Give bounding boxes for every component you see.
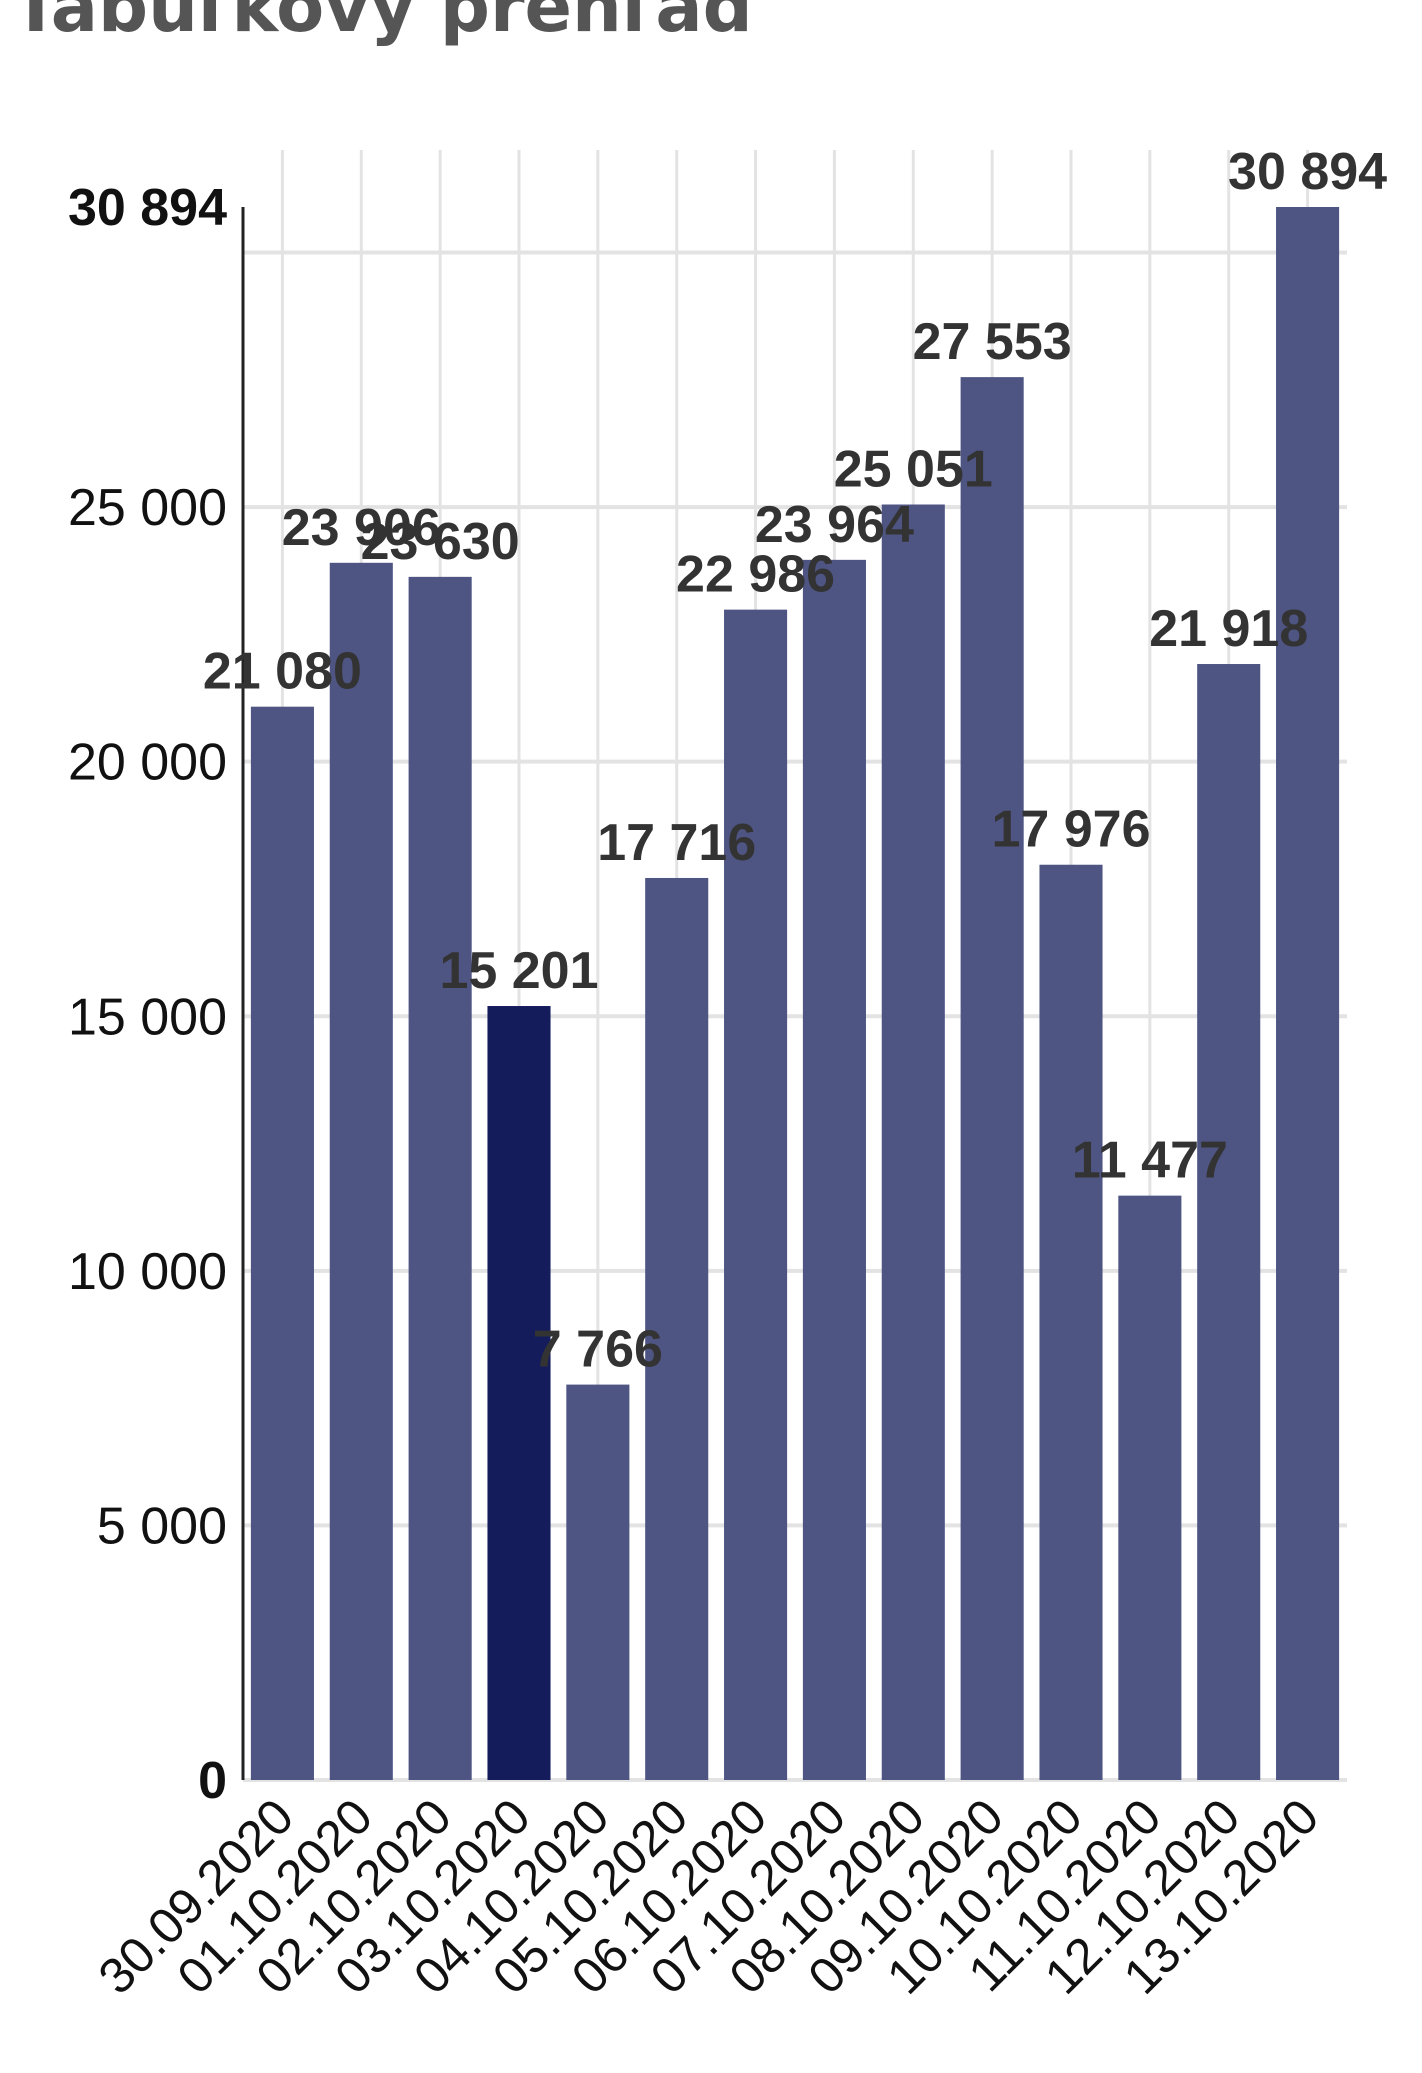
data-label: 23 906: [282, 499, 441, 557]
data-label: 30 894: [1228, 143, 1387, 201]
data-label: 7 766: [533, 1321, 663, 1379]
bar-08.10.2020[interactable]: [881, 504, 945, 1780]
y-tick-label: 15 000: [68, 988, 227, 1046]
y-tick-labels: 0 5 000 10 000 15 000 20 000 25 000 30 894: [68, 179, 227, 1810]
y-tick-label: 30 894: [68, 179, 227, 237]
y-tick-label: 5 000: [97, 1497, 227, 1555]
data-label: 23 630: [361, 513, 520, 571]
data-label: 27 553: [913, 313, 1072, 371]
bar-10.10.2020[interactable]: [1039, 864, 1103, 1780]
x-tick-labels: 30.09.202001.10.202002.10.202003.10.2020…: [88, 1788, 1330, 2005]
y-tick-label: 10 000: [68, 1243, 227, 1301]
bar-07.10.2020[interactable]: [802, 559, 866, 1780]
bar-09.10.2020[interactable]: [960, 377, 1024, 1780]
bar-04.10.2020[interactable]: [566, 1384, 630, 1780]
data-label: 22 986: [676, 546, 835, 604]
bar-05.10.2020[interactable]: [645, 877, 709, 1780]
bar-layer: [250, 207, 1340, 1781]
data-label: 17 976: [991, 801, 1150, 859]
page-title: Tabuľkový prehľad: [12, 0, 753, 48]
y-tick-label: 25 000: [68, 479, 227, 537]
data-label: 11 477: [1072, 1132, 1228, 1190]
bar-03.10.2020[interactable]: [487, 1006, 551, 1780]
bar-02.10.2020[interactable]: [408, 576, 472, 1781]
bar-30.09.2020[interactable]: [250, 706, 314, 1781]
data-label: 23 964: [755, 496, 914, 554]
bar-13.10.2020[interactable]: [1276, 207, 1340, 1780]
bar-12.10.2020[interactable]: [1197, 664, 1261, 1780]
data-label: 21 080: [203, 643, 362, 701]
data-label: 25 051: [834, 441, 993, 499]
data-label: 21 918: [1149, 600, 1308, 658]
y-tick-label: 0: [198, 1752, 227, 1810]
data-label: 15 201: [439, 942, 598, 1000]
bar-06.10.2020[interactable]: [724, 609, 788, 1780]
data-label: 17 716: [597, 814, 756, 872]
y-tick-label: 20 000: [68, 734, 227, 792]
bar-01.10.2020[interactable]: [329, 562, 393, 1780]
bar-11.10.2020[interactable]: [1118, 1195, 1182, 1780]
